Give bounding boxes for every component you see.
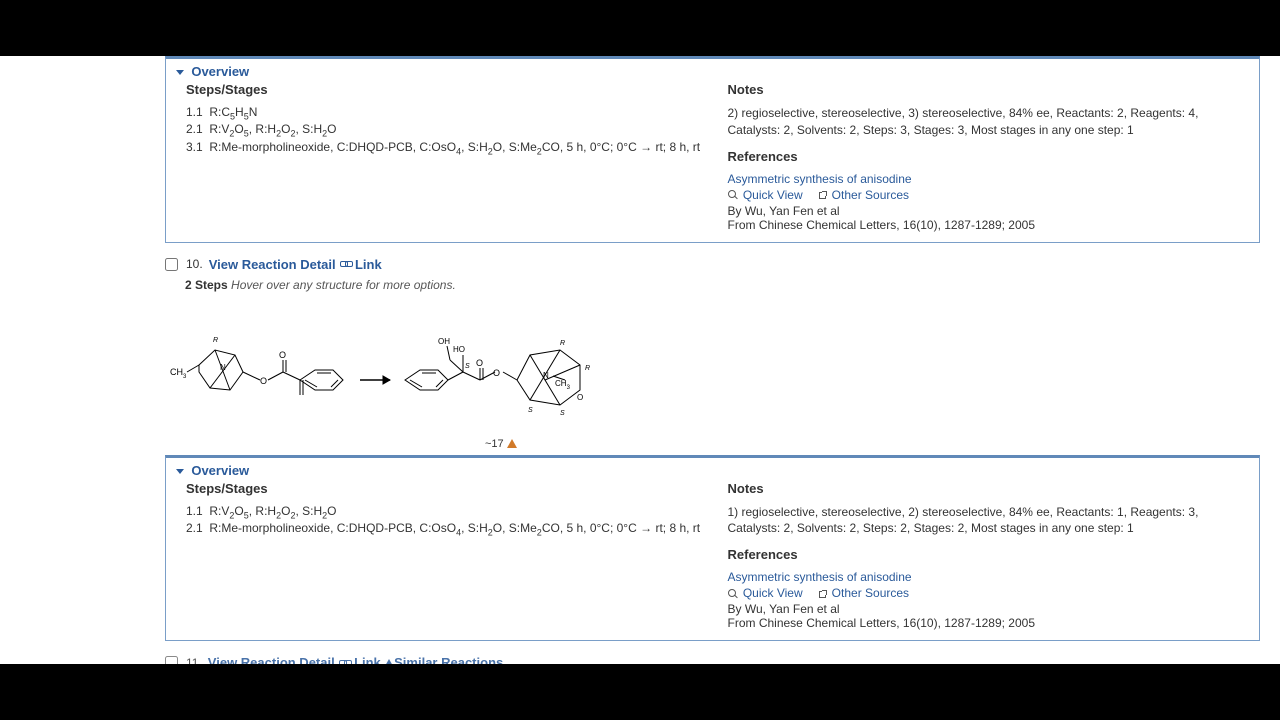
- window-bottom-letterbox: [0, 664, 1280, 720]
- quick-view-link[interactable]: Quick View: [743, 188, 803, 202]
- overview-label[interactable]: Overview: [191, 64, 249, 79]
- svg-text:O: O: [260, 376, 267, 386]
- svg-text:S: S: [528, 407, 533, 414]
- reference-citation: From Chinese Chemical Letters, 16(10), 1…: [728, 218, 1250, 232]
- steps-stages-title: Steps/Stages: [186, 481, 708, 496]
- svg-text:O: O: [577, 393, 583, 402]
- notes-text: 1) regioselective, stereoselective, 2) s…: [728, 504, 1250, 538]
- other-sources-link[interactable]: Other Sources: [832, 586, 909, 600]
- reaction-number: 10.: [186, 257, 203, 271]
- view-reaction-detail-link[interactable]: View Reaction Detail: [209, 257, 336, 272]
- overview-label[interactable]: Overview: [191, 463, 249, 478]
- flask-icon: [385, 659, 393, 664]
- step-line: 3.1 R:Me-morpholineoxide, C:DHQD-PCB, C:…: [186, 140, 708, 156]
- collapse-arrow-icon[interactable]: [176, 70, 184, 75]
- svg-text:O: O: [279, 350, 286, 360]
- references-title: References: [728, 547, 1250, 562]
- svg-text:CH3: CH3: [555, 379, 571, 391]
- reference-citation: From Chinese Chemical Letters, 16(10), 1…: [728, 616, 1250, 630]
- reaction-number: 11.: [186, 656, 202, 664]
- svg-text:O: O: [476, 358, 483, 368]
- quick-view-link[interactable]: Quick View: [743, 586, 803, 600]
- reaction-scheme[interactable]: CH3 R N O O: [165, 300, 1260, 455]
- notes-title: Notes: [728, 481, 1250, 496]
- reference-link[interactable]: Asymmetric synthesis of anisodine: [728, 172, 912, 186]
- flask-icon: [507, 439, 517, 449]
- svg-text:HO: HO: [453, 345, 465, 354]
- steps-count: 2 Steps: [185, 278, 228, 292]
- magnifier-icon: [728, 190, 738, 200]
- references-title: References: [728, 149, 1250, 164]
- reference-authors: By Wu, Yan Fen et al: [728, 204, 1250, 218]
- svg-text:R: R: [585, 365, 590, 372]
- svg-text:OH: OH: [438, 337, 450, 346]
- magnifier-icon: [728, 589, 738, 599]
- chain-link-icon: [340, 259, 354, 269]
- external-link-icon: [819, 192, 826, 199]
- external-link-icon: [819, 591, 826, 598]
- similar-reactions-link[interactable]: Similar Reactions: [394, 655, 503, 664]
- step-line: 1.1 R:V2O5, R:H2O2, S:H2O: [186, 504, 708, 520]
- reference-authors: By Wu, Yan Fen et al: [728, 602, 1250, 616]
- reaction-item-header-11: 11. View Reaction Detail Link Similar Re…: [165, 653, 1260, 664]
- collapse-arrow-icon[interactable]: [176, 469, 184, 474]
- notes-text: 2) regioselective, stereoselective, 3) s…: [728, 105, 1250, 139]
- reaction-structures-svg: CH3 R N O O: [165, 300, 625, 450]
- svg-text:S: S: [465, 363, 470, 370]
- window-top-letterbox: [0, 0, 1280, 56]
- reaction-item-header-10: 10. View Reaction Detail Link: [165, 255, 1260, 276]
- yield-label: ~17: [485, 438, 517, 450]
- svg-text:N: N: [543, 371, 549, 380]
- svg-text:O: O: [493, 368, 500, 378]
- steps-stages-title: Steps/Stages: [186, 82, 708, 97]
- main-scroll-area[interactable]: Overview Steps/Stages 1.1 R:C5H5N2.1 R:V…: [0, 56, 1280, 664]
- select-reaction-checkbox[interactable]: [165, 258, 178, 271]
- steps-hint: 2 Steps Hover over any structure for mor…: [185, 278, 1260, 292]
- reference-link[interactable]: Asymmetric synthesis of anisodine: [728, 570, 912, 584]
- svg-text:CH3: CH3: [170, 367, 187, 380]
- hover-hint: Hover over any structure for more option…: [231, 278, 456, 292]
- step-line: 1.1 R:C5H5N: [186, 105, 708, 121]
- link-link[interactable]: Link: [355, 257, 382, 272]
- view-reaction-detail-link[interactable]: View Reaction Detail: [208, 655, 335, 664]
- link-link[interactable]: Link: [354, 655, 381, 664]
- select-reaction-checkbox[interactable]: [165, 656, 178, 664]
- chain-link-icon: [339, 658, 353, 664]
- reaction-overview-panel-9: Overview Steps/Stages 1.1 R:C5H5N2.1 R:V…: [165, 56, 1260, 243]
- step-line: 2.1 R:V2O5, R:H2O2, S:H2O: [186, 122, 708, 138]
- svg-text:R: R: [560, 340, 565, 347]
- step-line: 2.1 R:Me-morpholineoxide, C:DHQD-PCB, C:…: [186, 521, 708, 537]
- svg-text:R: R: [213, 337, 218, 344]
- notes-title: Notes: [728, 82, 1250, 97]
- reaction-overview-panel-10: Overview Steps/Stages 1.1 R:V2O5, R:H2O2…: [165, 455, 1260, 642]
- other-sources-link[interactable]: Other Sources: [832, 188, 909, 202]
- svg-text:S: S: [560, 410, 565, 417]
- svg-text:N: N: [220, 363, 226, 372]
